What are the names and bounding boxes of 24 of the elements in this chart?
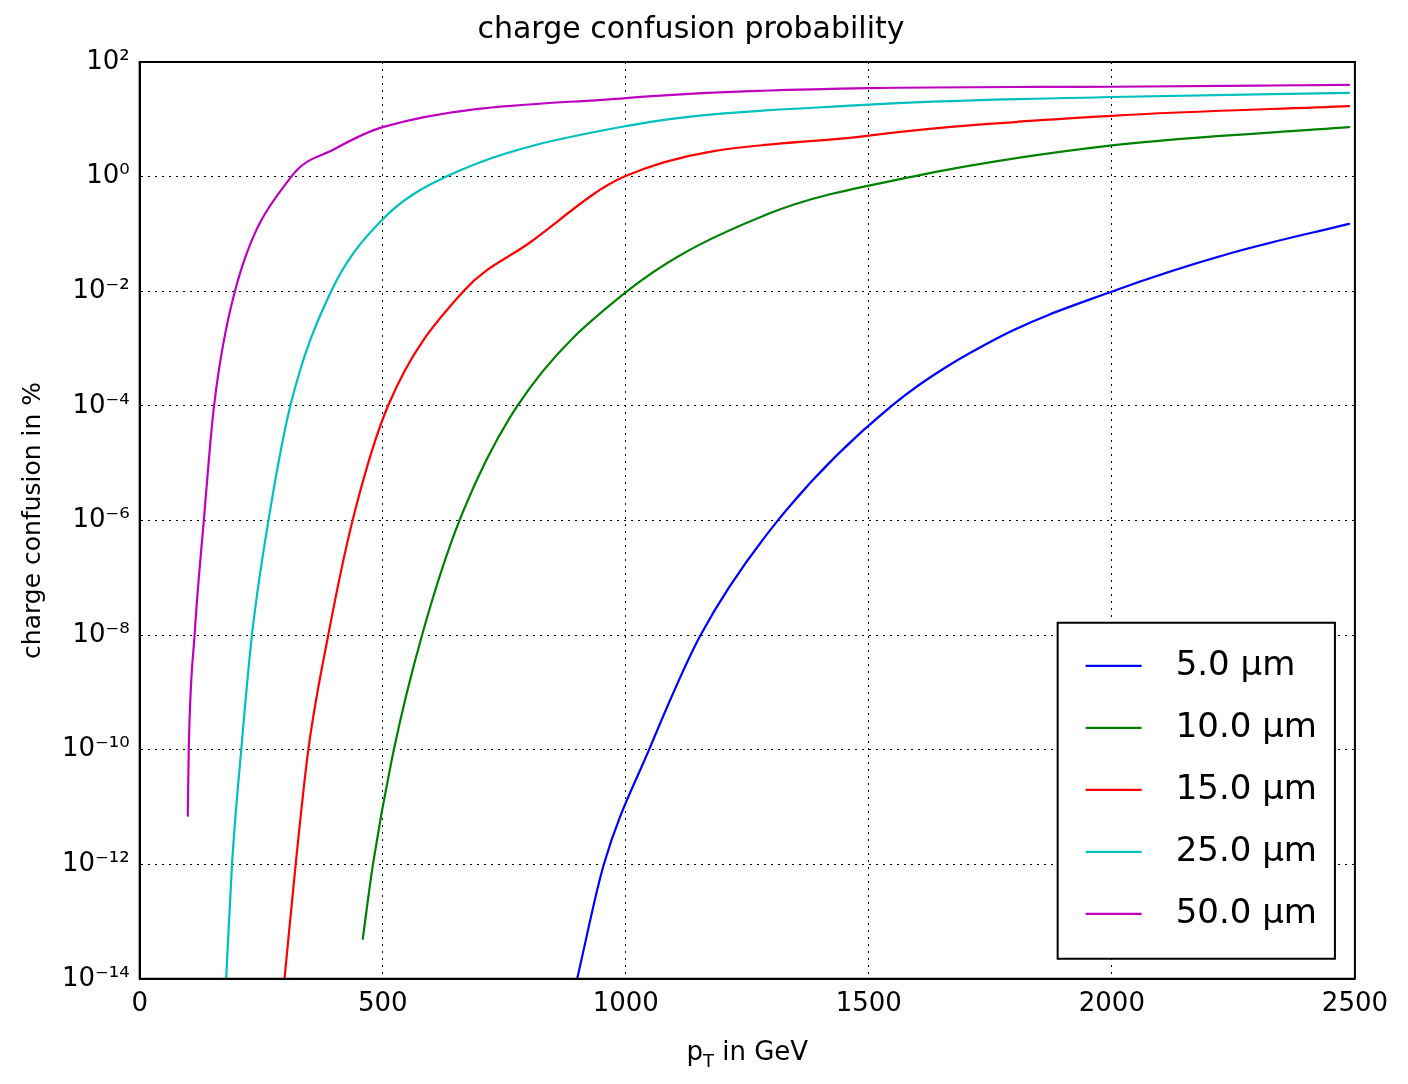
x-tick-label: 0 [131,987,148,1018]
y-tick-label: 10⁻⁴ [72,388,130,419]
y-tick-label: 10⁻¹² [62,846,130,877]
legend-label: 15.0 μm [1175,766,1317,807]
chart-title: charge confusion probability [477,9,905,45]
line-series [186,83,1351,817]
x-tick-label: 500 [357,987,408,1018]
x-tick-label: 2500 [1321,987,1388,1018]
legend-label: 25.0 μm [1175,828,1317,869]
legend-label: 5.0 μm [1175,642,1296,683]
legend-label: 10.0 μm [1175,704,1317,745]
y-tick-label: 10⁻¹⁰ [62,732,130,763]
x-tick-label: 1000 [592,987,659,1018]
y-tick-label: 10⁻⁶ [72,503,130,534]
y-tick-label: 10⁰ [86,159,130,190]
y-tick-label: 10² [86,44,130,75]
legend-label: 50.0 μm [1175,890,1317,931]
x-tick-label: 2000 [1078,987,1145,1018]
y-axis-title: charge confusion in % [16,381,46,659]
y-tick-label: 10⁻⁸ [72,617,130,648]
line-series [576,222,1351,979]
x-tick-label: 1500 [835,987,902,1018]
y-tick-label: 10⁻¹⁴ [62,961,130,992]
y-tick-label: 10⁻² [72,273,130,304]
